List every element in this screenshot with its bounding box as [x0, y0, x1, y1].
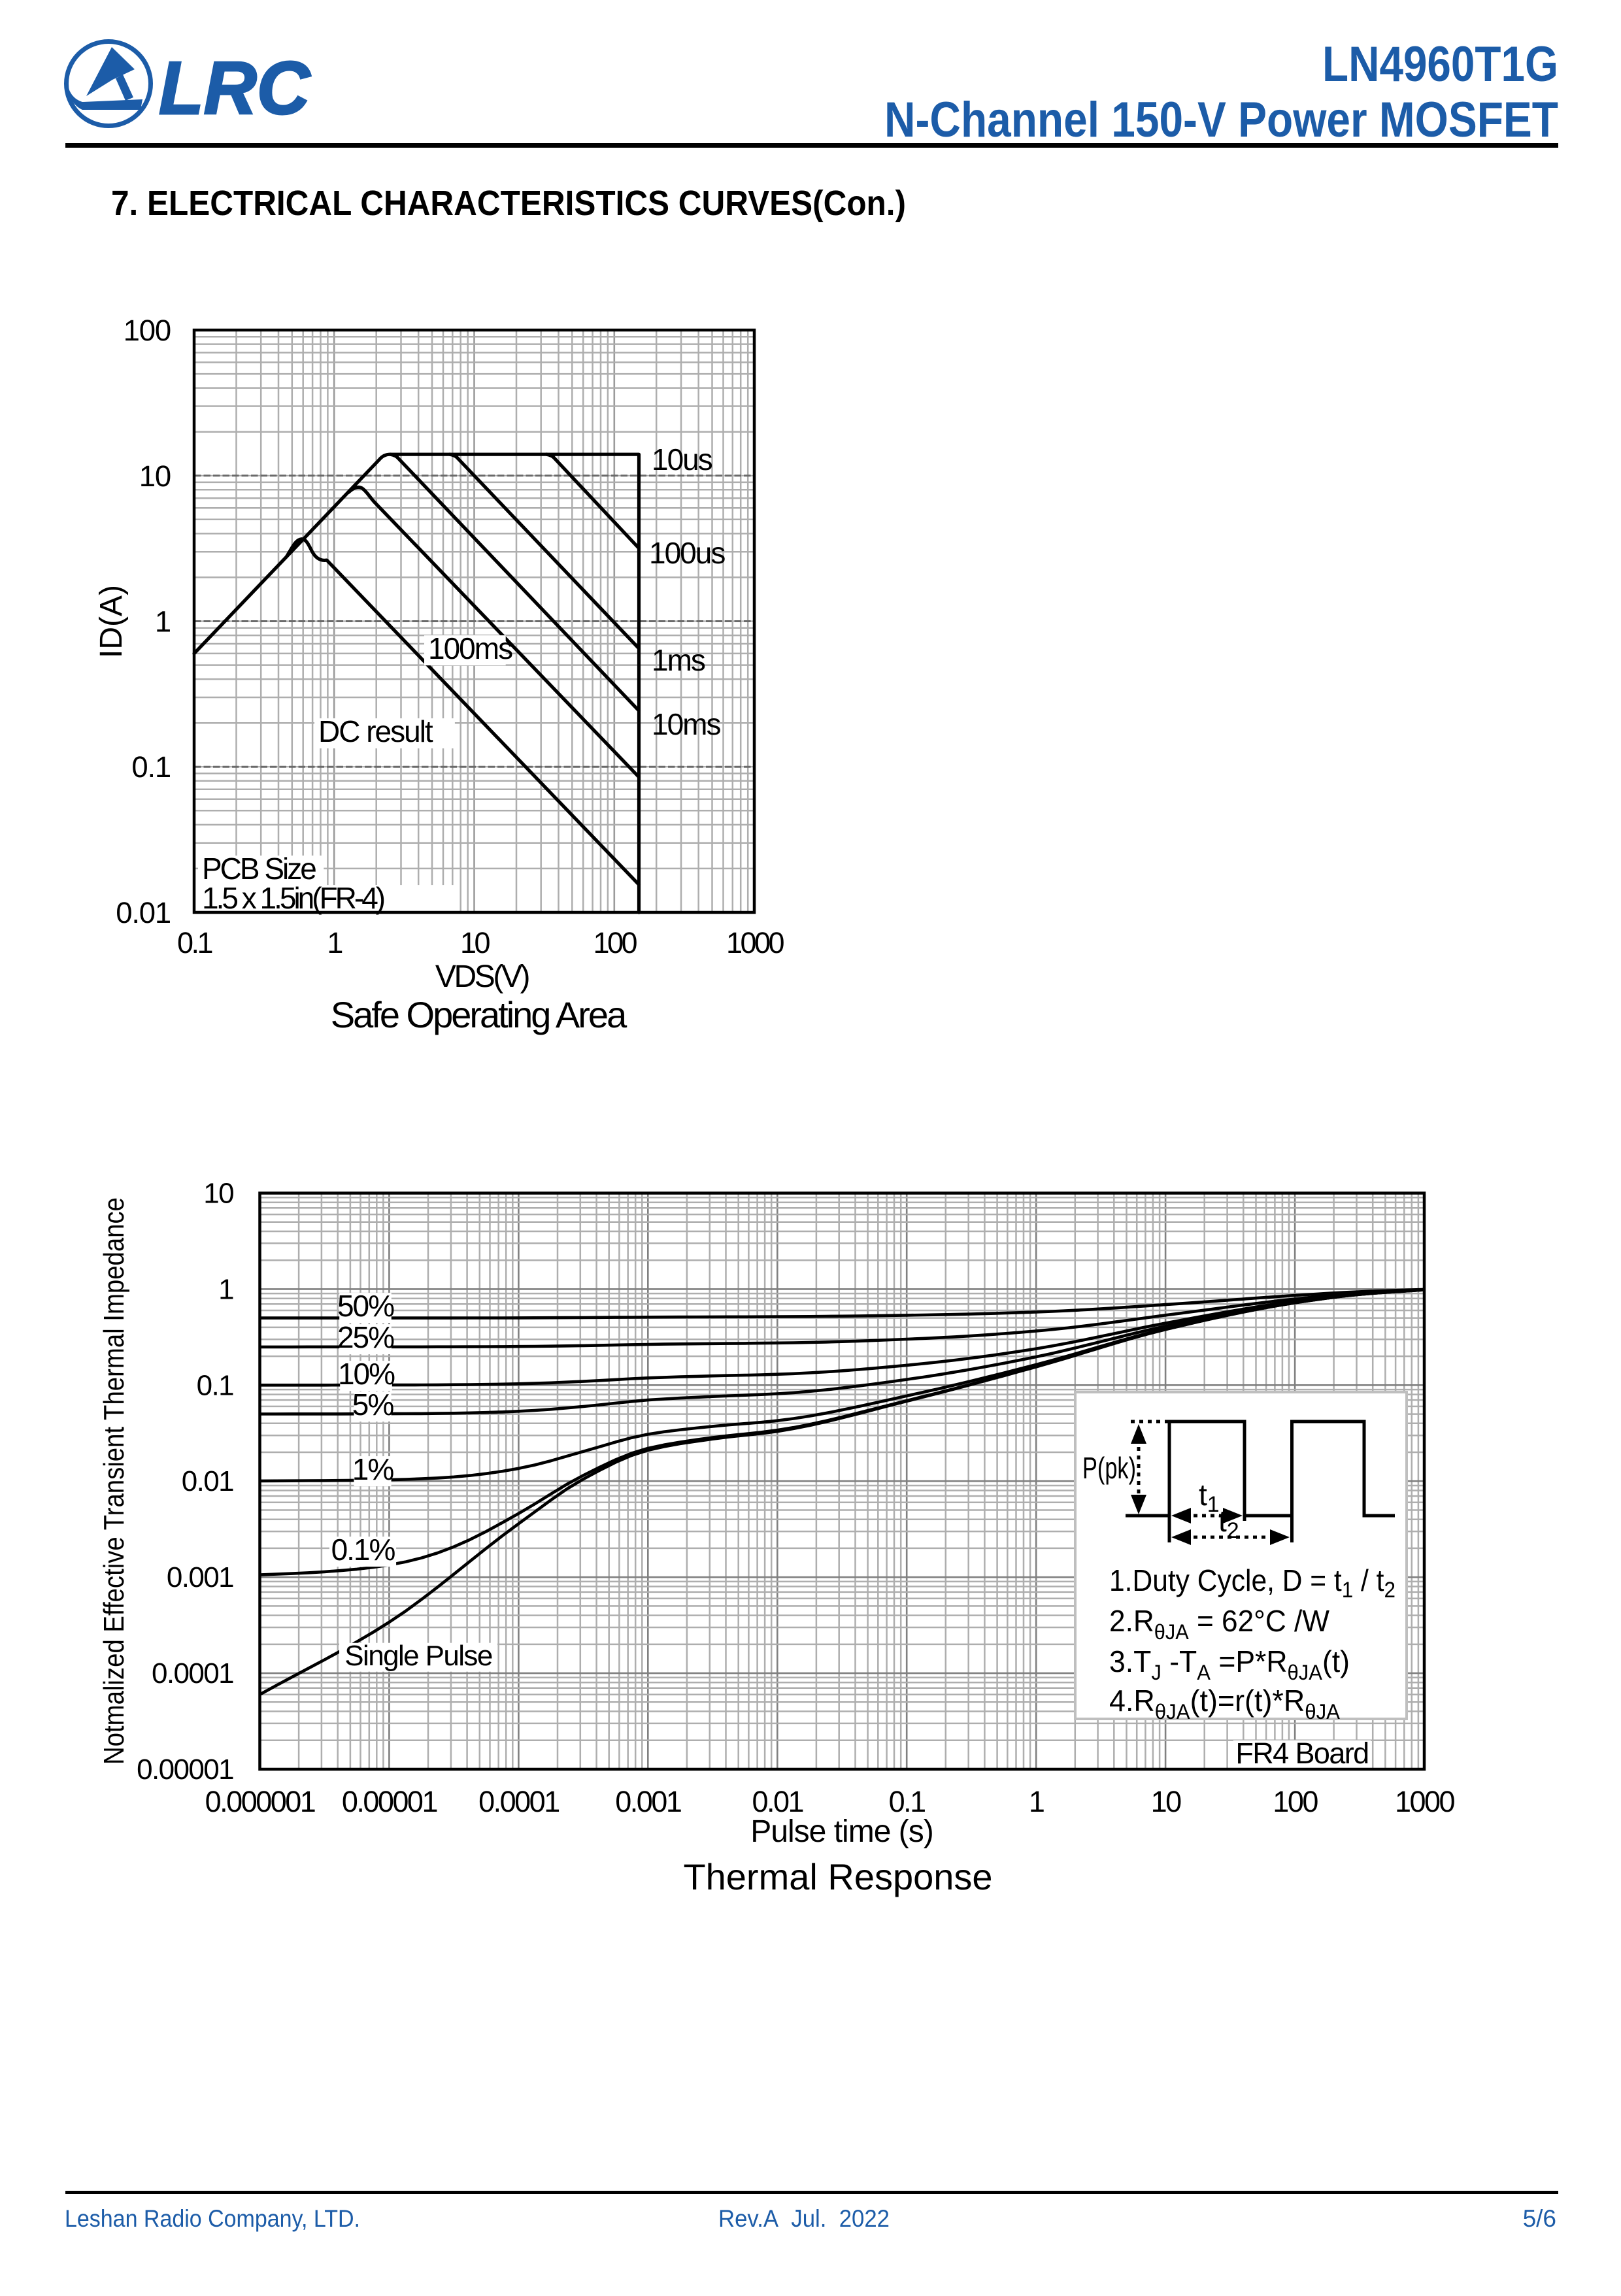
svg-text:0.1: 0.1	[131, 750, 171, 784]
svg-text:0.1: 0.1	[197, 1369, 233, 1401]
svg-text:VDS(V): VDS(V)	[435, 959, 529, 994]
svg-text:10: 10	[203, 1178, 233, 1210]
svg-text:5%: 5%	[352, 1388, 394, 1422]
svg-text:0.001: 0.001	[167, 1561, 233, 1593]
svg-text:LRC: LRC	[159, 47, 311, 130]
svg-text:10: 10	[139, 459, 171, 493]
svg-text:7. ELECTRICAL CHARACTERISTICS: 7. ELECTRICAL CHARACTERISTICS CURVES(Con…	[111, 184, 906, 223]
svg-text:0.01: 0.01	[182, 1465, 233, 1497]
svg-text:Safe Operating Area: Safe Operating Area	[331, 994, 627, 1035]
svg-text:1.Duty Cycle, D = t1 / t2: 1.Duty Cycle, D = t1 / t2	[1109, 1563, 1395, 1603]
svg-text:25%: 25%	[337, 1320, 394, 1354]
svg-text:Notmalized Effective Transient: Notmalized Effective Transient Thermal I…	[98, 1197, 130, 1765]
svg-text:LN4960T1G: LN4960T1G	[1322, 37, 1558, 92]
svg-text:1%: 1%	[352, 1452, 394, 1486]
svg-text:1.5 x 1.5in(FR-4): 1.5 x 1.5in(FR-4)	[202, 881, 384, 915]
svg-text:0.000001: 0.000001	[205, 1785, 315, 1818]
svg-text:Rev.A Jul. 2022: Rev.A Jul. 2022	[718, 2205, 890, 2232]
svg-text:4.RθJA(t)=r(t)*RθJA: 4.RθJA(t)=r(t)*RθJA	[1109, 1684, 1341, 1723]
svg-text:Thermal Response: Thermal Response	[683, 1856, 992, 1897]
svg-text:1: 1	[155, 605, 171, 639]
svg-text:0.01: 0.01	[752, 1785, 803, 1818]
svg-text:10: 10	[460, 926, 490, 959]
svg-text:10%: 10%	[338, 1357, 395, 1391]
svg-text:5/6: 5/6	[1523, 2205, 1556, 2232]
svg-text:1ms: 1ms	[652, 643, 705, 677]
svg-text:0.0001: 0.0001	[478, 1785, 559, 1818]
svg-text:Pulse time (s): Pulse time (s)	[750, 1814, 933, 1849]
svg-text:Single Pulse: Single Pulse	[344, 1640, 492, 1672]
svg-text:PCB Size: PCB Size	[202, 852, 316, 886]
svg-text:0.1: 0.1	[177, 926, 212, 959]
svg-text:0.00001: 0.00001	[137, 1754, 233, 1786]
svg-text:1000: 1000	[726, 926, 784, 959]
svg-text:100ms: 100ms	[428, 631, 512, 665]
svg-text:0.0001: 0.0001	[152, 1657, 233, 1689]
svg-text:1: 1	[1029, 1785, 1044, 1818]
svg-text:0.01: 0.01	[116, 896, 171, 929]
svg-text:2.RθJA = 62°C /W: 2.RθJA = 62°C /W	[1109, 1604, 1330, 1644]
svg-text:10us: 10us	[652, 442, 712, 476]
svg-text:FR4 Board: FR4 Board	[1235, 1737, 1368, 1770]
svg-text:50%: 50%	[337, 1289, 394, 1323]
svg-text:10ms: 10ms	[652, 707, 720, 741]
svg-text:P(pk): P(pk)	[1082, 1451, 1136, 1485]
svg-text:0.1%: 0.1%	[331, 1533, 395, 1567]
svg-text:Leshan Radio Company, LTD.: Leshan Radio Company, LTD.	[65, 2205, 360, 2232]
svg-text:10: 10	[1151, 1785, 1182, 1818]
svg-text:0.00001: 0.00001	[342, 1785, 437, 1818]
svg-text:100us: 100us	[649, 536, 725, 570]
svg-text:100: 100	[124, 314, 171, 347]
svg-text:DC result: DC result	[318, 714, 433, 748]
svg-text:100: 100	[1273, 1785, 1318, 1818]
svg-text:0.001: 0.001	[615, 1785, 681, 1818]
svg-text:N-Channel 150-V Power MOSFET: N-Channel 150-V Power MOSFET	[884, 92, 1558, 148]
svg-text:100: 100	[593, 926, 637, 959]
svg-text:1: 1	[218, 1273, 233, 1305]
svg-text:ID(A): ID(A)	[94, 585, 129, 658]
svg-text:1000: 1000	[1395, 1785, 1455, 1818]
svg-text:1: 1	[327, 926, 342, 959]
svg-text:0.1: 0.1	[889, 1785, 926, 1818]
